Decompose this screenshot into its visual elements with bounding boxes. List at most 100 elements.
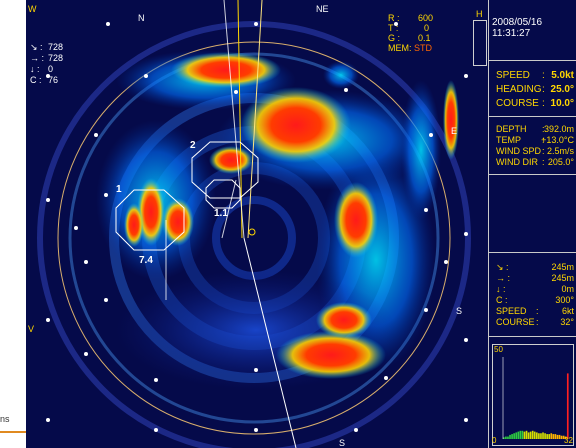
wind-spd-value: 2.5m/s — [546, 146, 574, 156]
histogram-bar — [554, 434, 557, 439]
histogram-bar — [544, 433, 546, 439]
target-label-3: ↓ : — [496, 284, 506, 294]
histogram-bar — [515, 432, 518, 439]
histogram-bar — [505, 436, 507, 439]
wind-dir-label: WIND DIR — [496, 157, 538, 167]
target-label-2: → : — [496, 273, 511, 283]
histogram-bar — [540, 433, 542, 439]
heading-value: 25.0° — [550, 84, 574, 95]
setting-mem-label: MEM: — [388, 43, 412, 53]
compass-v: V — [28, 324, 35, 334]
depth-label: DEPTH — [496, 124, 527, 134]
course-value: 10.0° — [550, 98, 574, 109]
h-gauge — [473, 20, 487, 66]
zone-marker-1[interactable] — [115, 189, 185, 251]
histogram-plot — [502, 357, 569, 439]
histogram-bar — [513, 433, 515, 439]
own-ship-marker — [248, 228, 256, 236]
histogram-bar — [533, 431, 536, 439]
histogram-bar — [560, 435, 563, 439]
setting-g-label: G : — [388, 33, 401, 43]
target-speed-label: SPEED — [496, 306, 527, 316]
histogram-bar — [564, 436, 567, 439]
histogram-bar — [521, 430, 524, 439]
zone-markers[interactable] — [115, 141, 259, 251]
target-value-2: 245m — [551, 273, 574, 283]
compass-e: E — [451, 126, 458, 136]
speed-value: 5.0kt — [551, 70, 574, 81]
zone-label-1: 1 — [116, 184, 122, 195]
target-label-1: ↘ : — [496, 262, 509, 272]
timestamp: 2008/05/16 11:31:27 — [492, 17, 543, 39]
histogram-bar — [546, 434, 548, 439]
grid-dots — [46, 22, 468, 432]
histogram-y-top: 50 — [494, 345, 503, 354]
histogram-x-left: 0 — [492, 436, 497, 445]
wind-spd-label: WIND SPD — [496, 146, 541, 156]
histogram-bar — [548, 434, 551, 439]
compass-s-bottom: S — [339, 438, 346, 448]
readout-value-3: 0 — [48, 64, 54, 74]
histogram-bar — [562, 435, 565, 439]
readout-value-2: 728 — [48, 53, 64, 63]
readout-value-1: 728 — [48, 42, 64, 52]
histogram-bar — [556, 434, 559, 439]
heading-lines — [165, 0, 297, 448]
readout-label-3: ↓ : — [30, 64, 40, 74]
zone-marker-1-1[interactable] — [205, 179, 241, 209]
target-label-4: C : — [496, 295, 508, 305]
target-value-1: 245m — [551, 262, 574, 272]
readout-label-1: ↘ : — [30, 42, 43, 52]
setting-r-label: R : — [388, 13, 400, 23]
histogram-bar — [527, 432, 530, 439]
readout-label-2: → : — [30, 53, 45, 63]
histogram-bar — [523, 431, 526, 439]
histogram-bar — [531, 430, 534, 439]
histogram-x-right: 32 — [564, 436, 573, 445]
setting-mem-value: STD — [414, 43, 432, 53]
histogram-bar — [529, 431, 532, 439]
zone-label-2: 2 — [190, 140, 196, 151]
target-course-value: 32° — [560, 317, 574, 327]
setting-t-value: 0 — [424, 23, 430, 33]
histogram — [492, 344, 574, 446]
histogram-bar — [509, 434, 511, 439]
sonar-display[interactable] — [26, 0, 488, 448]
info-panel — [488, 0, 576, 448]
corner-line — [0, 431, 26, 433]
course-label: COURSE — [496, 98, 539, 109]
histogram-bar — [511, 434, 513, 439]
target-value-3: 0m — [561, 284, 574, 294]
temp-value: +13.0°C — [541, 135, 574, 145]
histogram-bar — [536, 432, 538, 439]
histogram-bar — [503, 437, 505, 439]
compass-w: W — [28, 4, 37, 14]
setting-t-label: T : — [388, 23, 399, 33]
compass-s: S — [456, 306, 463, 316]
histogram-bar — [550, 433, 553, 439]
histogram-bar — [517, 431, 520, 439]
histogram-bar — [525, 430, 528, 439]
speed-label: SPEED — [496, 70, 530, 81]
zone-label-7-4: 7.4 — [139, 255, 153, 266]
histogram-bar — [558, 434, 561, 439]
readout-value-4: 76 — [48, 75, 59, 85]
setting-g-value: 0.1 — [418, 33, 431, 43]
depth-value: 392.0m — [543, 124, 574, 134]
histogram-bar — [566, 373, 569, 439]
echo-returns — [96, 50, 459, 390]
readout-label-4: C : — [30, 75, 42, 85]
wind-dir-value: 205.0° — [547, 157, 574, 167]
zone-label-1-1: 1.1 — [214, 208, 228, 219]
histogram-bar — [519, 430, 522, 439]
heading-label: HEADING — [496, 84, 542, 95]
compass-ne: NE — [316, 4, 329, 14]
histogram-bar — [538, 433, 540, 439]
histogram-bar — [542, 432, 544, 439]
histogram-bar — [507, 436, 509, 439]
target-value-4: 300° — [555, 295, 574, 305]
setting-r-value: 600 — [418, 13, 434, 23]
sonar-screen: N NE E S S V W 1 2 1.1 7.4 ↘ : 728 → : 7… — [26, 0, 576, 448]
target-course-label: COURSE — [496, 317, 535, 327]
temp-label: TEMP — [496, 135, 522, 145]
